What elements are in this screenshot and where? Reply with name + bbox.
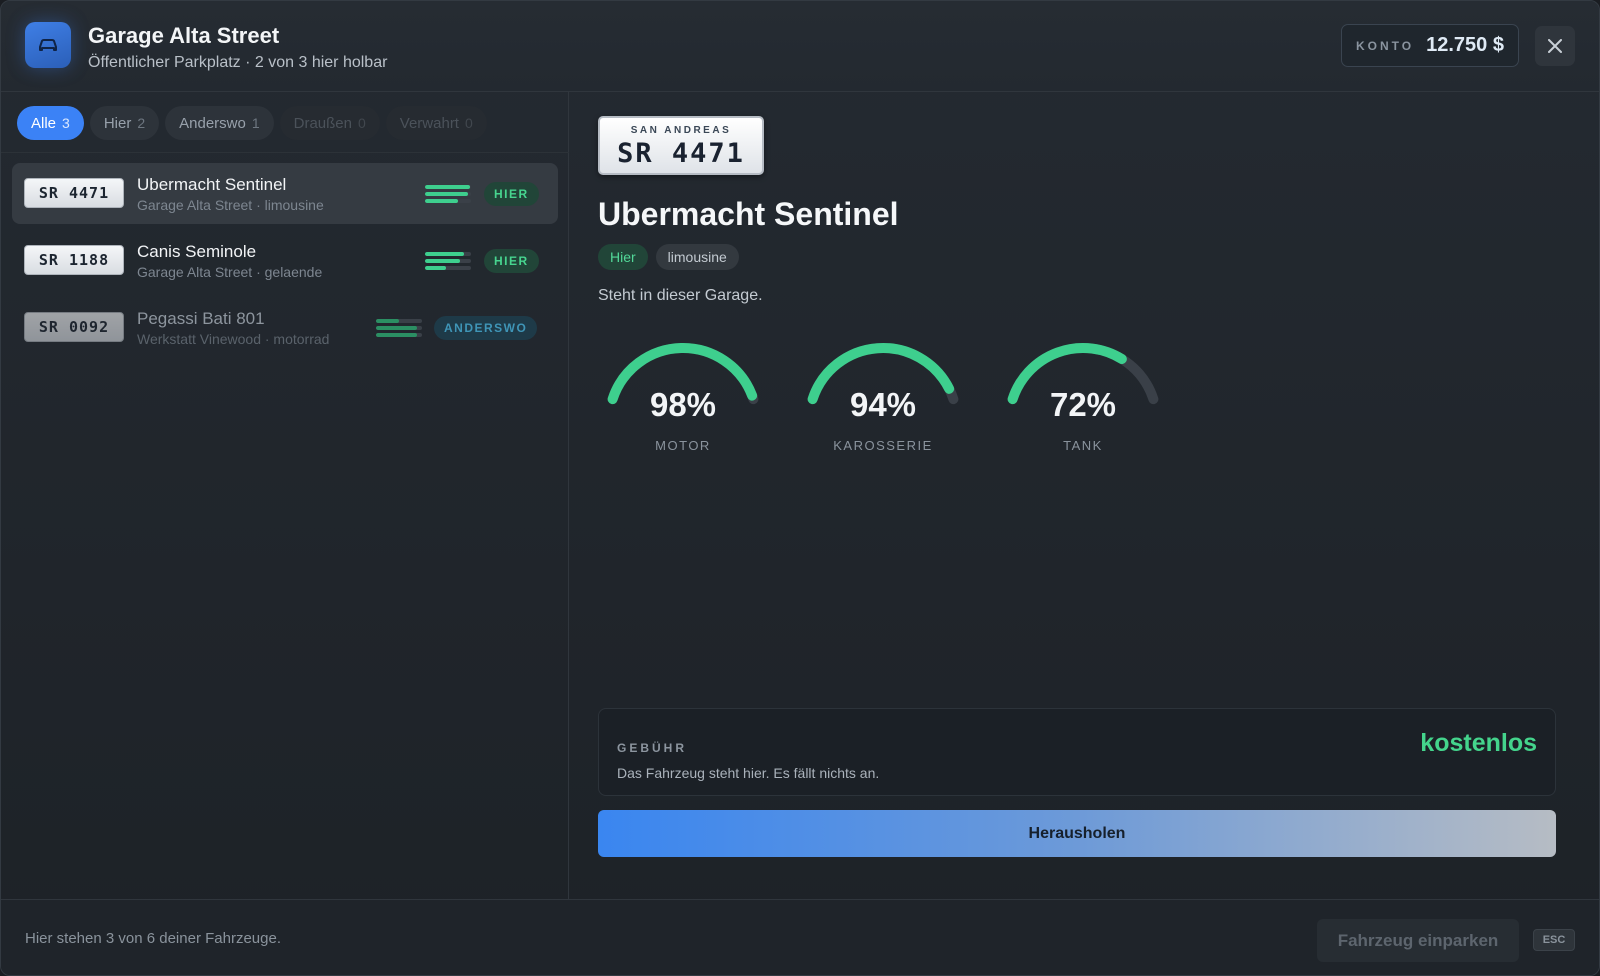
gauge-label: KAROSSERIE — [833, 438, 933, 453]
fee-value: kostenlos — [1420, 729, 1537, 757]
gauge-fill — [607, 343, 758, 405]
gauge-value: 94% — [849, 386, 917, 423]
gauge-fill — [1007, 343, 1127, 405]
gauge-label: TANK — [1063, 438, 1103, 453]
tab-label: Verwahrt — [399, 114, 459, 132]
condition-bar-fill — [425, 266, 446, 270]
gauge-label: MOTOR — [655, 438, 711, 453]
vehicle-row[interactable]: SR 1188 Canis Seminole Garage Alta Stree… — [12, 230, 558, 291]
vehicle-list-panel: Alle 3 Hier 2 Anderswo 1 Draußen 0 Verwa… — [1, 92, 569, 899]
tab-count: 1 — [251, 115, 260, 131]
vehicle-name: Canis Seminole — [137, 242, 257, 261]
license-plate: SR 4471 — [24, 178, 124, 208]
car-icon — [25, 22, 71, 68]
tab-draussen[interactable]: Draußen 0 — [279, 106, 380, 140]
condition-bars — [425, 252, 471, 273]
page-subtitle: Öffentlicher Parkplatz · 2 von 3 hier ho… — [88, 54, 388, 71]
tab-count: 0 — [357, 115, 366, 131]
vehicle-row[interactable]: SR 4471 Ubermacht Sentinel Garage Alta S… — [12, 163, 558, 224]
condition-bar — [425, 192, 471, 196]
type-chip: limousine — [655, 244, 739, 270]
esc-key-hint: ESC — [1533, 929, 1575, 951]
gauge-fill — [807, 343, 955, 405]
gauge-value: 72% — [1049, 386, 1117, 423]
tab-label: Anderswo — [179, 114, 246, 132]
condition-bar — [425, 252, 471, 256]
license-plate: SR 1188 — [24, 245, 124, 275]
fee-label: GEBÜHR — [617, 741, 688, 755]
condition-gauges: 98% MOTOR 94% KAROSSERIE 72% TANK — [598, 338, 1168, 468]
fee-description: Das Fahrzeug steht hier. Es fällt nichts… — [617, 765, 880, 781]
vehicle-meta: Werkstatt Vinewood · motorrad — [137, 331, 330, 347]
vehicle-name: Pegassi Bati 801 — [137, 309, 265, 328]
vehicle-meta: Garage Alta Street · limousine — [137, 197, 324, 213]
condition-bar-fill — [376, 319, 399, 323]
tab-hier[interactable]: Hier 2 — [89, 106, 160, 140]
tab-label: Hier — [103, 114, 132, 132]
fee-box: GEBÜHR Das Fahrzeug steht hier. Es fällt… — [598, 708, 1556, 796]
condition-bar-fill — [425, 199, 459, 203]
condition-bar — [425, 199, 471, 203]
footer: Hier stehen 3 von 6 deiner Fahrzeuge. Fa… — [1, 899, 1599, 975]
condition-bar-fill — [425, 185, 471, 189]
condition-bars — [425, 185, 471, 206]
condition-bar-fill — [425, 192, 469, 196]
condition-bar — [425, 259, 471, 263]
tab-count: 0 — [464, 115, 473, 131]
divider — [1, 152, 569, 153]
condition-bar — [425, 185, 471, 189]
status-badge: ANDERSWO — [434, 316, 538, 340]
condition-bars — [376, 319, 422, 340]
license-plate: SR 0092 — [24, 312, 124, 342]
filter-tabs: Alle 3 Hier 2 Anderswo 1 Draußen 0 Verwa… — [17, 106, 487, 140]
footer-status: Hier stehen 3 von 6 deiner Fahrzeuge. — [25, 930, 281, 947]
gauge-motor: 98% MOTOR — [598, 338, 768, 468]
gauge-karosserie: 94% KAROSSERIE — [798, 338, 968, 468]
tab-count: 3 — [62, 115, 70, 131]
plate-number: SR 4471 — [617, 138, 745, 169]
condition-bar-fill — [425, 252, 465, 256]
condition-bar — [376, 319, 422, 323]
tab-count: 2 — [137, 115, 146, 131]
vehicle-title: Ubermacht Sentinel — [598, 196, 899, 232]
close-icon — [1548, 39, 1562, 53]
tab-verwahrt[interactable]: Verwahrt 0 — [385, 106, 487, 140]
vehicle-meta: Garage Alta Street · gelaende — [137, 264, 323, 280]
tab-label: Alle — [31, 114, 57, 132]
retrieve-button[interactable]: Herausholen — [598, 810, 1556, 857]
vehicle-row[interactable]: SR 0092 Pegassi Bati 801 Werkstatt Vinew… — [12, 297, 558, 358]
vehicle-chips: Hier limousine — [598, 244, 739, 270]
vehicle-description: Steht in dieser Garage. — [598, 287, 763, 304]
page-title: Garage Alta Street — [88, 23, 280, 48]
condition-bar-fill — [376, 333, 418, 337]
vehicle-list: SR 4471 Ubermacht Sentinel Garage Alta S… — [12, 163, 558, 364]
close-button[interactable] — [1535, 26, 1575, 66]
account-value: 12.750 $ — [1426, 34, 1504, 56]
header: Garage Alta Street Öffentlicher Parkplat… — [1, 1, 1599, 92]
status-badge: HIER — [484, 249, 539, 273]
condition-bar — [376, 333, 422, 337]
condition-bar — [376, 326, 422, 330]
gauge-tank: 72% TANK — [998, 338, 1168, 468]
park-vehicle-button[interactable]: Fahrzeug einparken — [1317, 919, 1519, 962]
tab-anderswo[interactable]: Anderswo 1 — [165, 106, 274, 140]
account-balance: KONTO 12.750 $ — [1341, 24, 1519, 67]
tab-alle[interactable]: Alle 3 — [17, 106, 84, 140]
status-badge: HIER — [484, 182, 539, 206]
status-chip: Hier — [598, 244, 648, 270]
license-plate-large: SAN ANDREAS SR 4471 — [598, 116, 764, 175]
vehicle-detail-panel: SAN ANDREAS SR 4471 Ubermacht Sentinel H… — [570, 92, 1599, 899]
gauge-value: 98% — [649, 386, 717, 423]
condition-bar — [425, 266, 471, 270]
account-label: KONTO — [1356, 38, 1415, 53]
plate-state: SAN ANDREAS — [630, 125, 732, 136]
condition-bar-fill — [376, 326, 418, 330]
vehicle-name: Ubermacht Sentinel — [137, 175, 287, 194]
tab-label: Draußen — [293, 114, 352, 132]
condition-bar-fill — [425, 259, 460, 263]
